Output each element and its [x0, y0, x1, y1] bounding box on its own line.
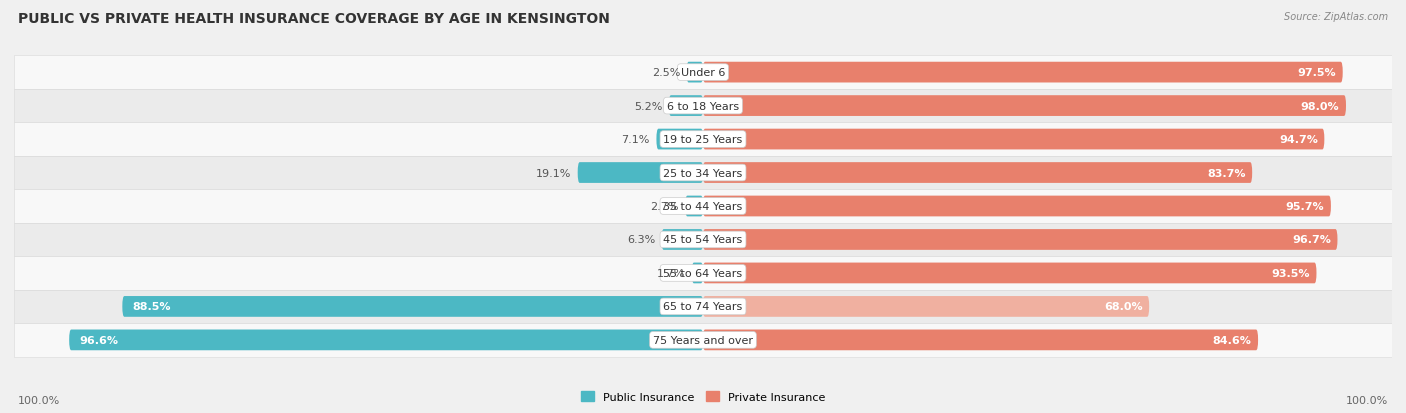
Text: 68.0%: 68.0%: [1104, 301, 1143, 312]
Text: 84.6%: 84.6%: [1212, 335, 1251, 345]
Bar: [14, 223, 1392, 256]
FancyBboxPatch shape: [703, 230, 1337, 250]
FancyBboxPatch shape: [703, 196, 1331, 217]
Text: 96.7%: 96.7%: [1292, 235, 1331, 245]
Text: 55 to 64 Years: 55 to 64 Years: [664, 268, 742, 278]
Text: 19.1%: 19.1%: [536, 168, 571, 178]
FancyBboxPatch shape: [69, 330, 703, 350]
FancyBboxPatch shape: [703, 330, 1258, 350]
FancyBboxPatch shape: [703, 163, 1253, 183]
Bar: [14, 123, 1392, 157]
Text: 95.7%: 95.7%: [1285, 202, 1324, 211]
FancyBboxPatch shape: [692, 263, 703, 284]
Legend: Public Insurance, Private Insurance: Public Insurance, Private Insurance: [581, 392, 825, 402]
Bar: [14, 190, 1392, 223]
Text: 100.0%: 100.0%: [1346, 395, 1388, 405]
Text: 45 to 54 Years: 45 to 54 Years: [664, 235, 742, 245]
Text: 100.0%: 100.0%: [18, 395, 60, 405]
Text: 94.7%: 94.7%: [1279, 135, 1317, 145]
FancyBboxPatch shape: [122, 296, 703, 317]
Text: 65 to 74 Years: 65 to 74 Years: [664, 301, 742, 312]
Text: Source: ZipAtlas.com: Source: ZipAtlas.com: [1284, 12, 1388, 22]
FancyBboxPatch shape: [703, 263, 1316, 284]
FancyBboxPatch shape: [669, 96, 703, 117]
Text: 88.5%: 88.5%: [132, 301, 170, 312]
Text: 2.7%: 2.7%: [650, 202, 679, 211]
Bar: [14, 157, 1392, 190]
Text: 2.5%: 2.5%: [651, 68, 681, 78]
FancyBboxPatch shape: [686, 63, 703, 83]
Text: 7.1%: 7.1%: [621, 135, 650, 145]
Text: 98.0%: 98.0%: [1301, 101, 1340, 112]
Text: 35 to 44 Years: 35 to 44 Years: [664, 202, 742, 211]
Text: 93.5%: 93.5%: [1271, 268, 1310, 278]
FancyBboxPatch shape: [703, 96, 1346, 117]
FancyBboxPatch shape: [685, 196, 703, 217]
Text: 6 to 18 Years: 6 to 18 Years: [666, 101, 740, 112]
Text: 19 to 25 Years: 19 to 25 Years: [664, 135, 742, 145]
Text: 83.7%: 83.7%: [1208, 168, 1246, 178]
Text: 75 Years and over: 75 Years and over: [652, 335, 754, 345]
FancyBboxPatch shape: [662, 230, 703, 250]
Text: 6.3%: 6.3%: [627, 235, 655, 245]
FancyBboxPatch shape: [703, 296, 1149, 317]
Text: 5.2%: 5.2%: [634, 101, 662, 112]
FancyBboxPatch shape: [578, 163, 703, 183]
Text: PUBLIC VS PRIVATE HEALTH INSURANCE COVERAGE BY AGE IN KENSINGTON: PUBLIC VS PRIVATE HEALTH INSURANCE COVER…: [18, 12, 610, 26]
FancyBboxPatch shape: [703, 63, 1343, 83]
Text: 1.7%: 1.7%: [657, 268, 685, 278]
Text: 96.6%: 96.6%: [79, 335, 118, 345]
FancyBboxPatch shape: [657, 129, 703, 150]
FancyBboxPatch shape: [703, 129, 1324, 150]
Bar: [14, 290, 1392, 323]
Text: 97.5%: 97.5%: [1298, 68, 1336, 78]
Bar: [14, 56, 1392, 90]
Bar: [14, 90, 1392, 123]
Text: Under 6: Under 6: [681, 68, 725, 78]
Bar: [14, 256, 1392, 290]
Text: 25 to 34 Years: 25 to 34 Years: [664, 168, 742, 178]
Bar: [14, 323, 1392, 357]
